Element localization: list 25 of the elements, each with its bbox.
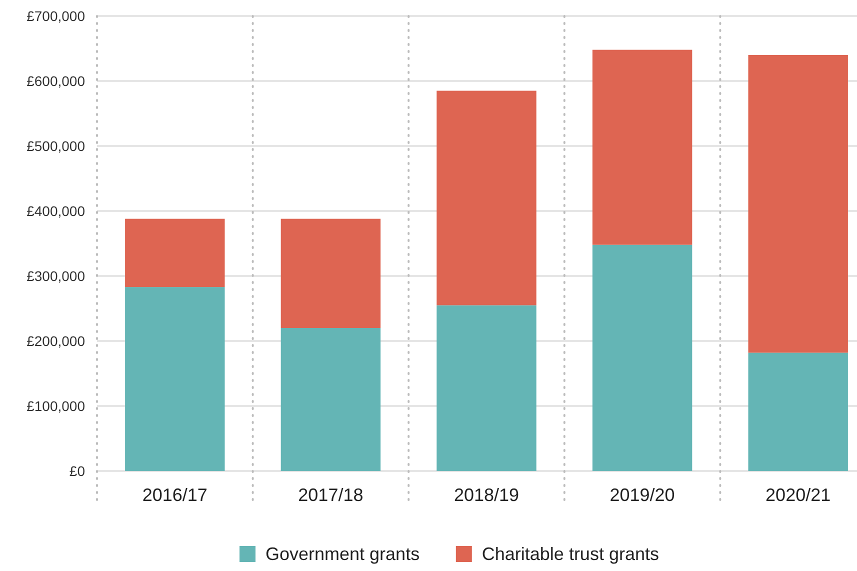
y-tick-label: £200,000 xyxy=(26,332,86,349)
y-tick-label: £600,000 xyxy=(26,72,86,89)
bar xyxy=(125,218,225,288)
bar xyxy=(436,90,536,306)
bar xyxy=(748,352,848,471)
bar xyxy=(280,218,381,328)
legend-label: Government grants xyxy=(266,544,420,564)
y-tick-label: £400,000 xyxy=(26,202,86,219)
x-tick-label: 2019/20 xyxy=(610,485,675,505)
bar xyxy=(436,305,536,471)
y-tick-label: £700,000 xyxy=(26,8,86,24)
bar xyxy=(592,50,692,245)
legend-label: Charitable trust grants xyxy=(482,544,659,564)
y-tick-label: £300,000 xyxy=(26,268,86,284)
x-tick-label: 2016/17 xyxy=(142,485,208,505)
bar xyxy=(125,287,225,471)
bar xyxy=(280,328,381,471)
x-tick-label: 2018/19 xyxy=(454,485,520,505)
y-tick-label: £500,000 xyxy=(26,138,86,154)
bar xyxy=(748,55,848,353)
y-tick-label: £100,000 xyxy=(26,398,86,414)
bar xyxy=(592,244,692,471)
x-tick-label: 2020/21 xyxy=(766,485,831,505)
x-tick-label: 2017/18 xyxy=(298,485,364,505)
y-tick-label: £0 xyxy=(69,462,86,479)
